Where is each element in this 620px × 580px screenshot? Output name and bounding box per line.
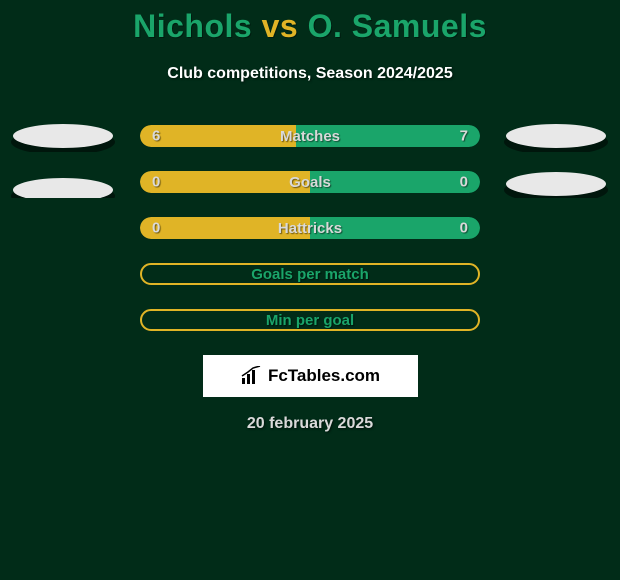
stat-label: Min per goal bbox=[266, 312, 354, 329]
stat-value-left: 0 bbox=[152, 174, 160, 191]
stat-bar: 6 7 Matches bbox=[140, 125, 480, 147]
logo: FcTables.com bbox=[240, 366, 380, 386]
stat-bar: Goals per match bbox=[140, 263, 480, 285]
player-avatar-right bbox=[504, 166, 609, 198]
player-avatar-right bbox=[504, 120, 609, 152]
stat-rows: 6 7 Matches 0 0 Goals 0 0 Hattricks Goals per m… bbox=[0, 125, 620, 331]
stat-label: Matches bbox=[280, 128, 340, 145]
stat-bar: 0 0 Goals bbox=[140, 171, 480, 193]
stat-value-left: 6 bbox=[152, 128, 160, 145]
stat-label: Goals bbox=[289, 174, 331, 191]
title-vs: vs bbox=[262, 8, 299, 44]
stat-row: Min per goal bbox=[0, 309, 620, 331]
logo-text: FcTables.com bbox=[268, 366, 380, 386]
stat-bar: Min per goal bbox=[140, 309, 480, 331]
stat-row: 0 0 Goals bbox=[0, 171, 620, 193]
bar-fill-right bbox=[310, 171, 480, 193]
subtitle: Club competitions, Season 2024/2025 bbox=[0, 65, 620, 83]
stat-row: Goals per match bbox=[0, 263, 620, 285]
player-avatar-left bbox=[11, 166, 116, 198]
bar-fill-left bbox=[140, 171, 310, 193]
stat-value-right: 7 bbox=[460, 128, 468, 145]
logo-box: FcTables.com bbox=[203, 355, 418, 397]
stat-bar: 0 0 Hattricks bbox=[140, 217, 480, 239]
logo-chart-icon bbox=[240, 366, 264, 386]
date-text: 20 february 2025 bbox=[0, 415, 620, 433]
title-player2: O. Samuels bbox=[308, 8, 487, 44]
bar-fill-left bbox=[140, 125, 296, 147]
comparison-card: Nichols vs O. Samuels Club competitions,… bbox=[0, 0, 620, 580]
stat-row: 6 7 Matches bbox=[0, 125, 620, 147]
stat-value-right: 0 bbox=[460, 220, 468, 237]
title-player1: Nichols bbox=[133, 8, 252, 44]
stat-label: Hattricks bbox=[278, 220, 342, 237]
page-title: Nichols vs O. Samuels bbox=[0, 0, 620, 45]
stat-value-left: 0 bbox=[152, 220, 160, 237]
stat-label: Goals per match bbox=[251, 266, 369, 283]
stat-value-right: 0 bbox=[460, 174, 468, 191]
player-avatar-left bbox=[11, 120, 116, 152]
stat-row: 0 0 Hattricks bbox=[0, 217, 620, 239]
